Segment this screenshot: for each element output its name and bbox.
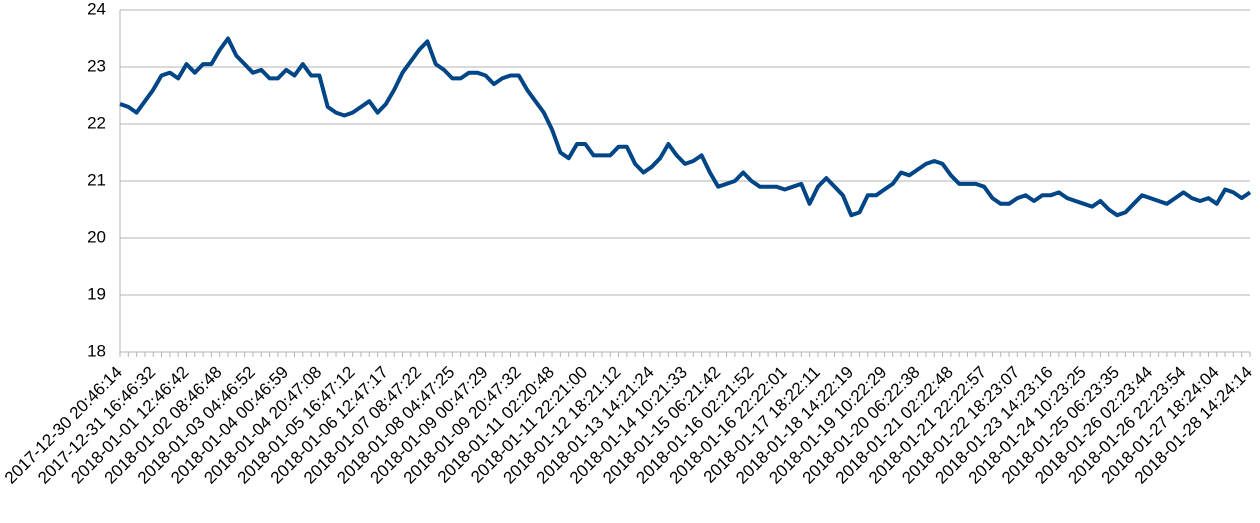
y-tick-label: 22 <box>87 113 106 132</box>
data-line <box>119 36 1252 218</box>
y-tick-label: 20 <box>87 227 106 246</box>
y-tick-label: 21 <box>87 170 106 189</box>
y-tick-label: 23 <box>87 56 106 75</box>
y-tick-label: 18 <box>87 341 106 360</box>
y-tick-label: 19 <box>87 284 106 303</box>
y-tick-label: 24 <box>87 0 106 18</box>
